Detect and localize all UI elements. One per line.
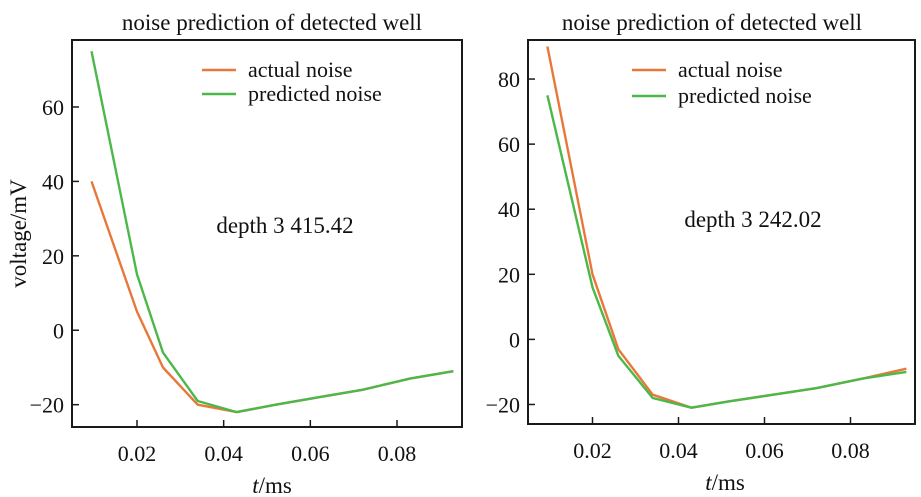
legend-label: actual noise	[678, 57, 782, 82]
x-axis-label-variable: t	[252, 473, 259, 497]
legend-label: predicted noise	[248, 81, 382, 106]
x-axis-label-unit: /ms	[712, 470, 745, 495]
legend-label: actual noise	[248, 57, 352, 82]
x-tick-label: 0.04	[204, 441, 243, 466]
y-tick-label: 0	[53, 318, 64, 343]
series-line-predicted-noise	[90, 50, 454, 414]
legend-label: predicted noise	[678, 83, 812, 108]
chart-title: noise prediction of detected well	[122, 10, 422, 35]
y-tick-label: 60	[498, 132, 520, 157]
y-tick-label: 0	[509, 327, 520, 352]
chart-title: noise prediction of detected well	[562, 10, 862, 35]
x-tick-label: 0.04	[659, 438, 698, 463]
y-tick-label: −20	[486, 392, 520, 417]
y-tick-label: 40	[498, 197, 520, 222]
x-axis-label: t/ms	[705, 470, 745, 495]
x-tick-label: 0.06	[291, 441, 330, 466]
chart-panel-2: noise prediction of detected well −20 0 20 4…	[486, 10, 916, 495]
plot-frame	[527, 39, 916, 425]
x-tick-label: 0.02	[573, 438, 612, 463]
x-tick-label: 0.08	[831, 438, 870, 463]
y-tick-label: 40	[42, 169, 64, 194]
depth-annotation: depth 3 242.02	[684, 207, 821, 232]
y-tick-label: 60	[42, 95, 64, 120]
x-axis-label-variable: t	[705, 470, 712, 495]
y-tick-label: −20	[30, 393, 64, 418]
chart-panel-1: noise prediction of detected well −20 0 20 4…	[6, 10, 463, 497]
x-axis-label: t/ms	[252, 473, 292, 497]
x-tick-label: 0.02	[118, 441, 157, 466]
x-tick-label: 0.06	[745, 438, 784, 463]
y-axis-label: voltage/mV	[6, 179, 31, 288]
series-line-predicted-noise	[546, 95, 907, 409]
x-tick-label: 0.08	[378, 441, 417, 466]
x-axis-label-unit: /ms	[259, 473, 292, 497]
plot-frame	[71, 39, 463, 428]
y-tick-label: 20	[498, 262, 520, 287]
y-tick-label: 20	[42, 244, 64, 269]
y-tick-label: 80	[498, 67, 520, 92]
depth-annotation: depth 3 415.42	[216, 213, 353, 238]
